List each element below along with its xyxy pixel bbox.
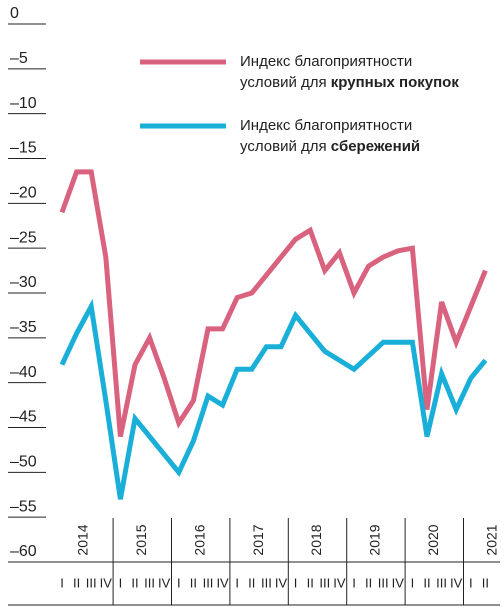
legend-text: крупных покупок	[331, 74, 460, 91]
legend-label: условий для сбережений	[240, 138, 420, 155]
quarter-label: II	[131, 575, 138, 590]
quarter-label: II	[248, 575, 255, 590]
y-tick-label: –40	[10, 364, 37, 381]
quarter-label: IV	[158, 575, 171, 590]
y-tick-label: –35	[10, 319, 37, 336]
year-label: 2015	[133, 524, 149, 555]
legend-label: Индекс благоприятности	[240, 117, 412, 134]
y-tick-label: –55	[10, 498, 37, 515]
quarter-label: II	[482, 575, 489, 590]
quarter-label: II	[365, 575, 372, 590]
quarter-label: II	[190, 575, 197, 590]
quarter-label: IV	[100, 575, 113, 590]
quarter-label: II	[73, 575, 80, 590]
year-label: 2021	[483, 524, 499, 555]
quarter-label: IV	[333, 575, 346, 590]
legend-text: сбережений	[331, 138, 420, 155]
y-tick-label: –5	[10, 50, 28, 67]
y-tick-label: –25	[10, 229, 37, 246]
year-label: 2018	[308, 524, 324, 555]
quarter-label: I	[469, 575, 473, 590]
quarter-label: III	[436, 575, 447, 590]
legend-label: условий для крупных покупок	[240, 74, 459, 91]
quarter-label: III	[319, 575, 330, 590]
quarter-label: III	[144, 575, 155, 590]
y-tick-label: –50	[10, 454, 37, 471]
legend-text: Индекс благоприятности	[240, 53, 412, 70]
quarter-label: I	[119, 575, 123, 590]
y-tick-label: –15	[10, 140, 37, 157]
quarter-label: I	[294, 575, 298, 590]
quarter-label: IV	[275, 575, 288, 590]
year-label: 2016	[191, 524, 207, 555]
y-tick-label: –20	[10, 185, 37, 202]
quarter-label: IV	[450, 575, 463, 590]
y-tick-label: –45	[10, 409, 37, 426]
y-tick-label: –60	[10, 543, 37, 560]
quarter-label: I	[177, 575, 181, 590]
y-tick-label: 0	[10, 5, 19, 22]
quarter-label: I	[411, 575, 415, 590]
year-label: 2014	[75, 524, 91, 555]
quarter-label: III	[261, 575, 272, 590]
data-line	[59, 169, 488, 437]
quarter-label: I	[235, 575, 239, 590]
year-label: 2020	[425, 524, 441, 555]
y-tick-label: –30	[10, 274, 37, 291]
legend-label: Индекс благоприятности	[240, 53, 412, 70]
quarter-label: I	[352, 575, 356, 590]
legend-text: условий для	[240, 74, 331, 91]
quarter-label: III	[378, 575, 389, 590]
quarter-label: IV	[216, 575, 229, 590]
quarter-label: III	[86, 575, 97, 590]
legend-text: Индекс благоприятности	[240, 117, 412, 134]
year-label: 2017	[250, 524, 266, 555]
quarter-label: III	[203, 575, 214, 590]
y-tick-label: –10	[10, 95, 37, 112]
quarter-label: I	[60, 575, 64, 590]
quarter-label: IV	[392, 575, 405, 590]
quarter-label: II	[423, 575, 430, 590]
quarter-label: II	[307, 575, 314, 590]
legend-text: условий для	[240, 138, 331, 155]
data-line	[59, 298, 488, 500]
year-label: 2019	[367, 524, 383, 555]
